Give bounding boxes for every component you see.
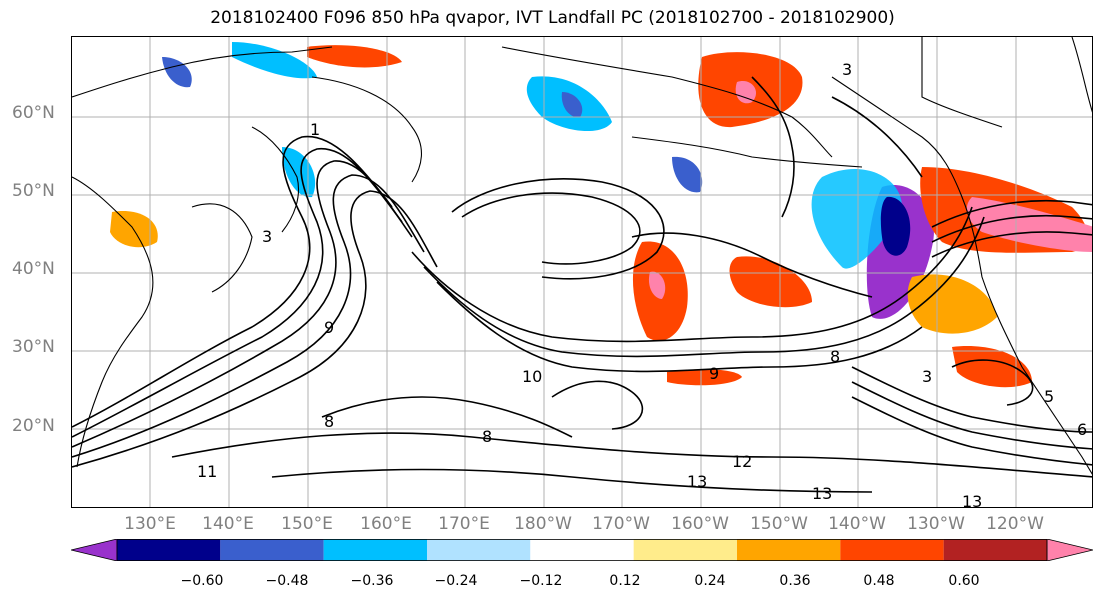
contour-label: 8 [482, 427, 492, 446]
contour-label: 5 [1044, 387, 1054, 406]
anomaly-blob-ne-red [952, 346, 1032, 388]
lat-label: 60°N [12, 103, 55, 123]
anomaly-blob-central-pac-pink [648, 271, 666, 299]
colorbar-tick-label: 0.60 [948, 573, 980, 589]
contour-label: 1 [310, 120, 320, 139]
contour-label: 3 [922, 367, 932, 386]
lon-label: 130°E [124, 514, 176, 534]
colorbar-segments [71, 539, 1093, 561]
anomaly-blob-pnw-pink [966, 197, 1092, 252]
contour-label: 6 [1077, 420, 1087, 439]
colorbar-tick-label: 0.36 [779, 573, 811, 589]
lat-label: 30°N [12, 337, 55, 357]
lon-label: 160°W [671, 514, 729, 534]
lon-label: 170°W [592, 514, 650, 534]
contour-label: 3 [842, 60, 852, 79]
lat-label: 20°N [12, 416, 55, 436]
lon-label: 150°E [281, 514, 333, 534]
ivt-contours [72, 76, 1092, 493]
colorbar-extend-min [71, 539, 118, 561]
contour-label: 8 [324, 412, 334, 431]
map-canvas: 3 1 3 9 10 9 8 8 12 13 13 13 11 8 3 5 6 [72, 37, 1092, 508]
anomaly-blob-gulf-dark [880, 196, 911, 256]
anomaly-blob-west-blue [282, 147, 316, 198]
anomaly-blob-nw-orange [307, 45, 402, 68]
lon-label: 140°E [202, 514, 254, 534]
colorbar-segment [530, 539, 634, 561]
colorbar-tick-label: 0.48 [863, 573, 895, 589]
lat-label: 50°N [12, 181, 55, 201]
lon-label: 120°W [986, 514, 1044, 534]
contour-label: 8 [830, 347, 840, 366]
contour-label-layer: 3 1 3 9 10 9 8 8 12 13 13 13 11 8 3 5 6 [197, 60, 1087, 508]
colorbar-segment [323, 539, 427, 561]
colorbar-tick-label: 0.24 [694, 573, 726, 589]
colorbar-border [116, 539, 1048, 561]
lon-label: 170°E [438, 514, 490, 534]
colorbar-extend-max [1046, 539, 1093, 561]
contour-label: 13 [812, 484, 832, 503]
colorbar-tick-label: −0.24 [434, 573, 478, 589]
contour-label: 12 [732, 452, 752, 471]
lon-label: 130°W [907, 514, 965, 534]
anomaly-blob-subtrop-east [729, 256, 812, 308]
anomaly-blob-nw-blue [232, 42, 317, 79]
anomaly-blob-tropic-orange [667, 369, 742, 386]
colorbar-tick-label: −0.12 [519, 573, 563, 589]
anomaly-blob-gulf-blue [811, 168, 902, 269]
colorbar-tick-label: −0.48 [265, 573, 309, 589]
lat-label: 40°N [12, 259, 55, 279]
contour-label: 10 [522, 367, 542, 386]
anomaly-blob-alaska-core [735, 81, 757, 104]
anomaly-blob-far-nw-blue [162, 57, 192, 88]
colorbar-tick-label: −0.60 [180, 573, 224, 589]
colorbar-tick-label: 0.12 [609, 573, 641, 589]
anomaly-blob-east-orange [907, 274, 997, 334]
contour-label: 13 [687, 472, 707, 491]
colorbar-segment [737, 539, 841, 561]
lon-label: 140°W [828, 514, 886, 534]
contour-label: 9 [709, 364, 719, 383]
map-title: 2018102400 F096 850 hPa qvapor, IVT Land… [210, 8, 895, 28]
colorbar-segment [840, 539, 944, 561]
colorbar-segment [943, 539, 1047, 561]
anomaly-blob-aleutian-blue [672, 156, 703, 193]
colorbar-tick-label: −0.36 [350, 573, 394, 589]
map-panel: 3 1 3 9 10 9 8 8 12 13 13 13 11 8 3 5 6 [71, 36, 1093, 508]
anomaly-blob-bering-core [561, 92, 583, 118]
coastlines [72, 37, 1092, 475]
colorbar-segment [117, 539, 221, 561]
contour-label: 13 [962, 492, 982, 508]
lon-label: 150°W [750, 514, 808, 534]
lon-label: 180°W [514, 514, 572, 534]
colorbar-segment [427, 539, 531, 561]
colorbar [71, 539, 1093, 561]
lon-label: 160°E [360, 514, 412, 534]
colorbar-segment [633, 539, 737, 561]
contour-label: 11 [197, 462, 217, 481]
anomaly-fill-layer [110, 42, 1092, 388]
contour-label: 9 [324, 318, 334, 337]
contour-label: 3 [262, 227, 272, 246]
colorbar-segment [220, 539, 324, 561]
